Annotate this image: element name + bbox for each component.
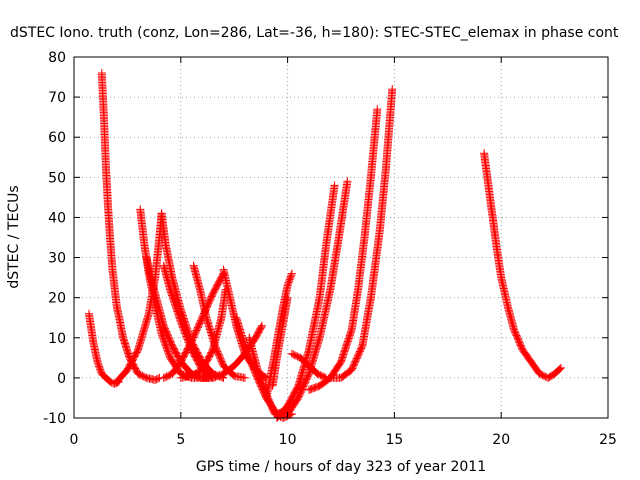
x-tick-label: 5: [176, 432, 185, 448]
y-tick-label: 50: [48, 170, 66, 186]
x-tick-label: 10: [279, 432, 297, 448]
x-tick-label: 0: [70, 432, 79, 448]
y-tick-label: 70: [48, 90, 66, 106]
plus-markers: [287, 349, 330, 382]
y-tick-label: 20: [48, 291, 66, 307]
y-axis-label: dSTEC / TECUs: [6, 185, 22, 288]
x-tick-label: 15: [385, 432, 403, 448]
x-tick-labels: 0 5 10 15 20 25: [70, 432, 617, 448]
y-tick-label: -10: [43, 411, 66, 427]
data-series: [287, 349, 330, 382]
y-tick-label: 60: [48, 130, 66, 146]
y-tick-label: 0: [57, 371, 66, 387]
data-series: [85, 309, 123, 388]
plus-markers: [480, 149, 565, 382]
plus-markers: [305, 105, 382, 394]
y-tick-labels: -10 0 10 20 30 40 50 60 70 80: [43, 50, 66, 427]
data-series: [97, 69, 164, 384]
plus-markers: [97, 69, 164, 384]
x-tick-label: 20: [492, 432, 510, 448]
plot-points: [85, 69, 565, 422]
y-tick-label: 30: [48, 251, 66, 267]
plot-frame: [73, 56, 609, 419]
plus-markers: [85, 309, 123, 388]
plus-markers: [268, 293, 292, 390]
y-tick-label: 10: [48, 331, 66, 347]
data-series: [268, 293, 292, 390]
plus-markers: [176, 285, 230, 382]
x-axis-label: GPS time / hours of day 323 of year 2011: [196, 459, 486, 475]
y-tick-label: 80: [48, 50, 66, 66]
plus-markers: [219, 265, 271, 382]
x-tick-label: 25: [599, 432, 617, 448]
data-series: [326, 85, 397, 382]
data-series: [305, 105, 382, 394]
data-series: [219, 265, 271, 382]
y-tick-label: 40: [48, 210, 66, 226]
data-series: [176, 285, 230, 382]
plus-markers: [326, 85, 397, 382]
ticks: [73, 56, 609, 419]
data-series: [480, 149, 565, 382]
chart-title: dSTEC Iono. truth (conz, Lon=286, Lat=-3…: [10, 25, 619, 41]
